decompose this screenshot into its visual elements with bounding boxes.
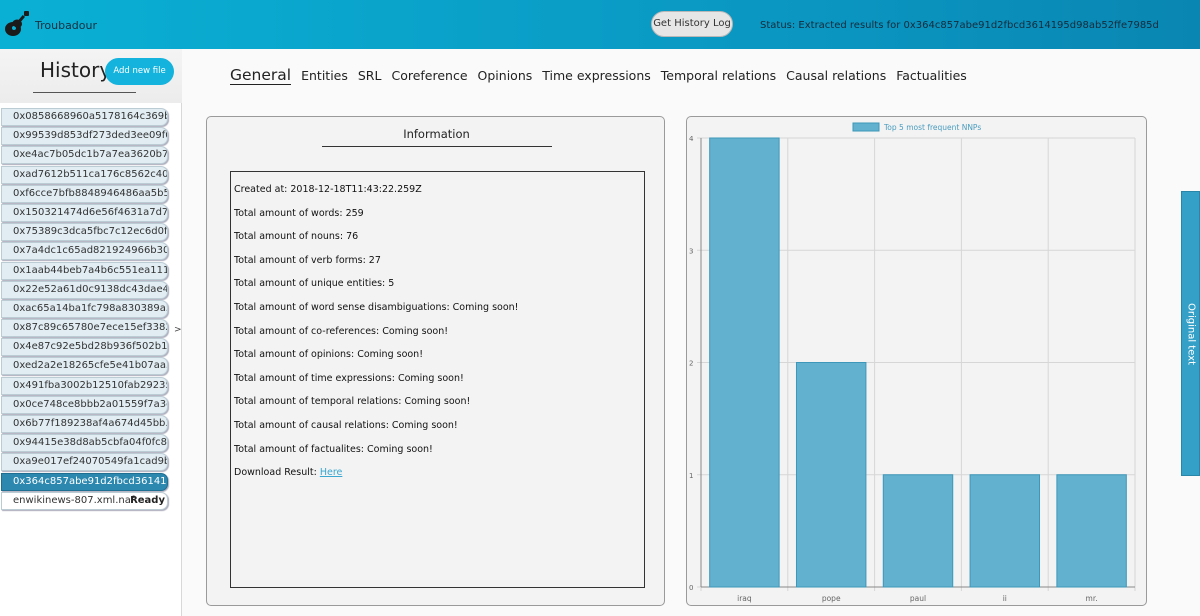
tab-factualities[interactable]: Factualities [896,68,967,83]
information-box: Created at: 2018-12-18T11:43:22.259Z Tota… [230,171,645,588]
chart-panel: 0 1 2 3 4 iraq pope paul ii mr. Top 5 most frequen… [686,116,1147,606]
history-file-item[interactable]: 0x99539d853df273ded3ee09f09 [1,127,168,146]
original-text-tab[interactable]: Original text [1181,191,1200,476]
info-line: Total amount of time expressions: Coming… [234,372,464,384]
original-text-label: Original text [1185,302,1196,365]
x-tick-label: iraq [737,594,752,603]
download-link[interactable]: Here [319,467,343,479]
tab-causal-relations[interactable]: Causal relations [786,68,887,83]
info-line: Total amount of opinions: Coming soon! [234,349,424,361]
get-history-log-button[interactable]: Get History Log [651,11,733,37]
file-list: 0x0858668960a5178164c369b45 0x99539d853df… [1,108,168,511]
y-tick-label: 2 [689,360,693,368]
tab-entities[interactable]: Entities [301,68,348,83]
tab-general[interactable]: General [230,66,292,85]
history-file-item[interactable]: 0x94415e38d8ab5cbfa04f0fc85b [1,434,168,453]
info-line: Total amount of factualites: Coming soon… [234,443,433,455]
tab-srl[interactable]: SRL [357,68,382,83]
bar-iraq [709,137,780,588]
history-file-item[interactable]: 0xad7612b511ca176c8562c407eb [1,165,168,184]
pending-file-item[interactable]: enwikinews-807.xml.naf Ready [1,491,168,510]
info-line: Total amount of temporal relations: Comi… [234,396,471,408]
add-new-file-button[interactable]: Add new file [105,58,174,85]
history-divider [33,92,136,93]
history-file-item[interactable]: 0x87c89c65780e7ece15ef33823f [1,319,168,338]
tab-coreference[interactable]: Coreference [391,68,468,83]
history-file-item[interactable]: 0x7a4dc1c65ad821924966b306c [1,242,168,261]
x-tick-label: pope [822,594,841,603]
y-tick-label: 3 [689,247,693,255]
history-file-item[interactable]: 0x6b77f189238af4a674d45bb38 [1,415,168,433]
history-file-item[interactable]: 0x22e52a61d0c9138dc43dae4a8 [1,280,168,299]
info-line: Created at: 2018-12-18T11:43:22.259Z [234,184,422,195]
y-tick-label: 1 [689,472,693,480]
information-divider [322,146,552,147]
bar-ii [969,474,1041,588]
information-title: Information [403,127,470,141]
bar-mr. [1056,474,1127,588]
info-line: Total amount of unique entities: 5 [234,278,395,290]
bar-paul [882,474,954,588]
download-label: Download Result: [234,467,320,479]
history-file-item[interactable]: 0x364c857abe91d2fbcd3614195d [1,472,168,491]
info-line: Total amount of words: 259 [234,207,364,219]
legend-swatch [852,122,880,132]
history-file-item[interactable]: 0x491fba3002b12510fab2923564 [1,376,168,395]
bar-pope [795,362,867,588]
history-file-item[interactable]: 0xed2a2e18265cfe5e41b07aa314 [1,357,168,376]
history-file-item[interactable]: 0xac65a14ba1fc798a830389a54e [1,299,168,318]
history-title: History [40,58,112,82]
info-line: Total amount of nouns: 76 [234,231,359,243]
pending-file-status: Ready [130,494,165,506]
history-file-item[interactable]: 0x0ce748ce8bbb2a01559f7a3eb [1,395,168,414]
history-file-item[interactable]: 0x1aab44beb7a4b6c551ea11173a [1,261,168,280]
tab-bar: General Entities SRL Coreference Opinions Tim… [230,66,977,85]
tab-opinions[interactable]: Opinions [477,68,533,83]
info-line: Total amount of word sense disambiguatio… [234,301,519,313]
history-file-item[interactable]: 0x0858668960a5178164c369b45 [1,108,168,126]
tab-time-expressions[interactable]: Time expressions [542,68,651,83]
guitar-logo-icon [5,11,29,36]
history-file-item[interactable]: 0x4e87c92e5bd28b936f502b174 [1,338,168,357]
status-text: Status: Extracted results for 0x364c857a… [760,20,1159,31]
collapse-sidebar-icon[interactable]: > [174,325,182,335]
top-bar: Troubadour Get History Log Status: Extra… [0,0,1200,49]
y-tick-label: 0 [689,584,693,592]
x-tick-label: ii [1003,594,1007,603]
info-line: Total amount of co-references: Coming so… [234,325,449,337]
tab-temporal-relations[interactable]: Temporal relations [660,68,777,83]
legend-label: Top 5 most frequent NNPs [883,123,981,132]
history-file-item[interactable]: 0xf6cce7bfb8848946486aa5b5b [1,184,168,203]
history-file-item[interactable]: 0xa9e017ef24070549fa1cad9b89 [1,453,168,472]
nnp-bar-chart: 0 1 2 3 4 iraq pope paul ii mr. Top 5 most frequen… [689,122,1136,603]
information-panel: Information Created at: 2018-12-18T11:43… [206,116,665,606]
x-tick-label: mr. [1086,594,1098,603]
x-tick-label: paul [910,594,926,603]
info-line: Total amount of verb forms: 27 [234,254,381,266]
app-title: Troubadour [35,19,98,32]
info-line: Total amount of causal relations: Coming… [234,419,458,431]
history-file-item[interactable]: 0x75389c3dca5fbc7c12ec6d0fbc [1,223,168,242]
history-file-item[interactable]: 0x150321474d6e56f4631a7d76d8 [1,203,168,222]
y-tick-label: 4 [689,135,694,143]
pending-file-name: enwikinews-807.xml.naf [13,494,135,506]
history-file-item[interactable]: 0xe4ac7b05dc1b7a7ea3620b7ff9 [1,146,168,165]
download-line: Download Result: Here [234,467,644,491]
